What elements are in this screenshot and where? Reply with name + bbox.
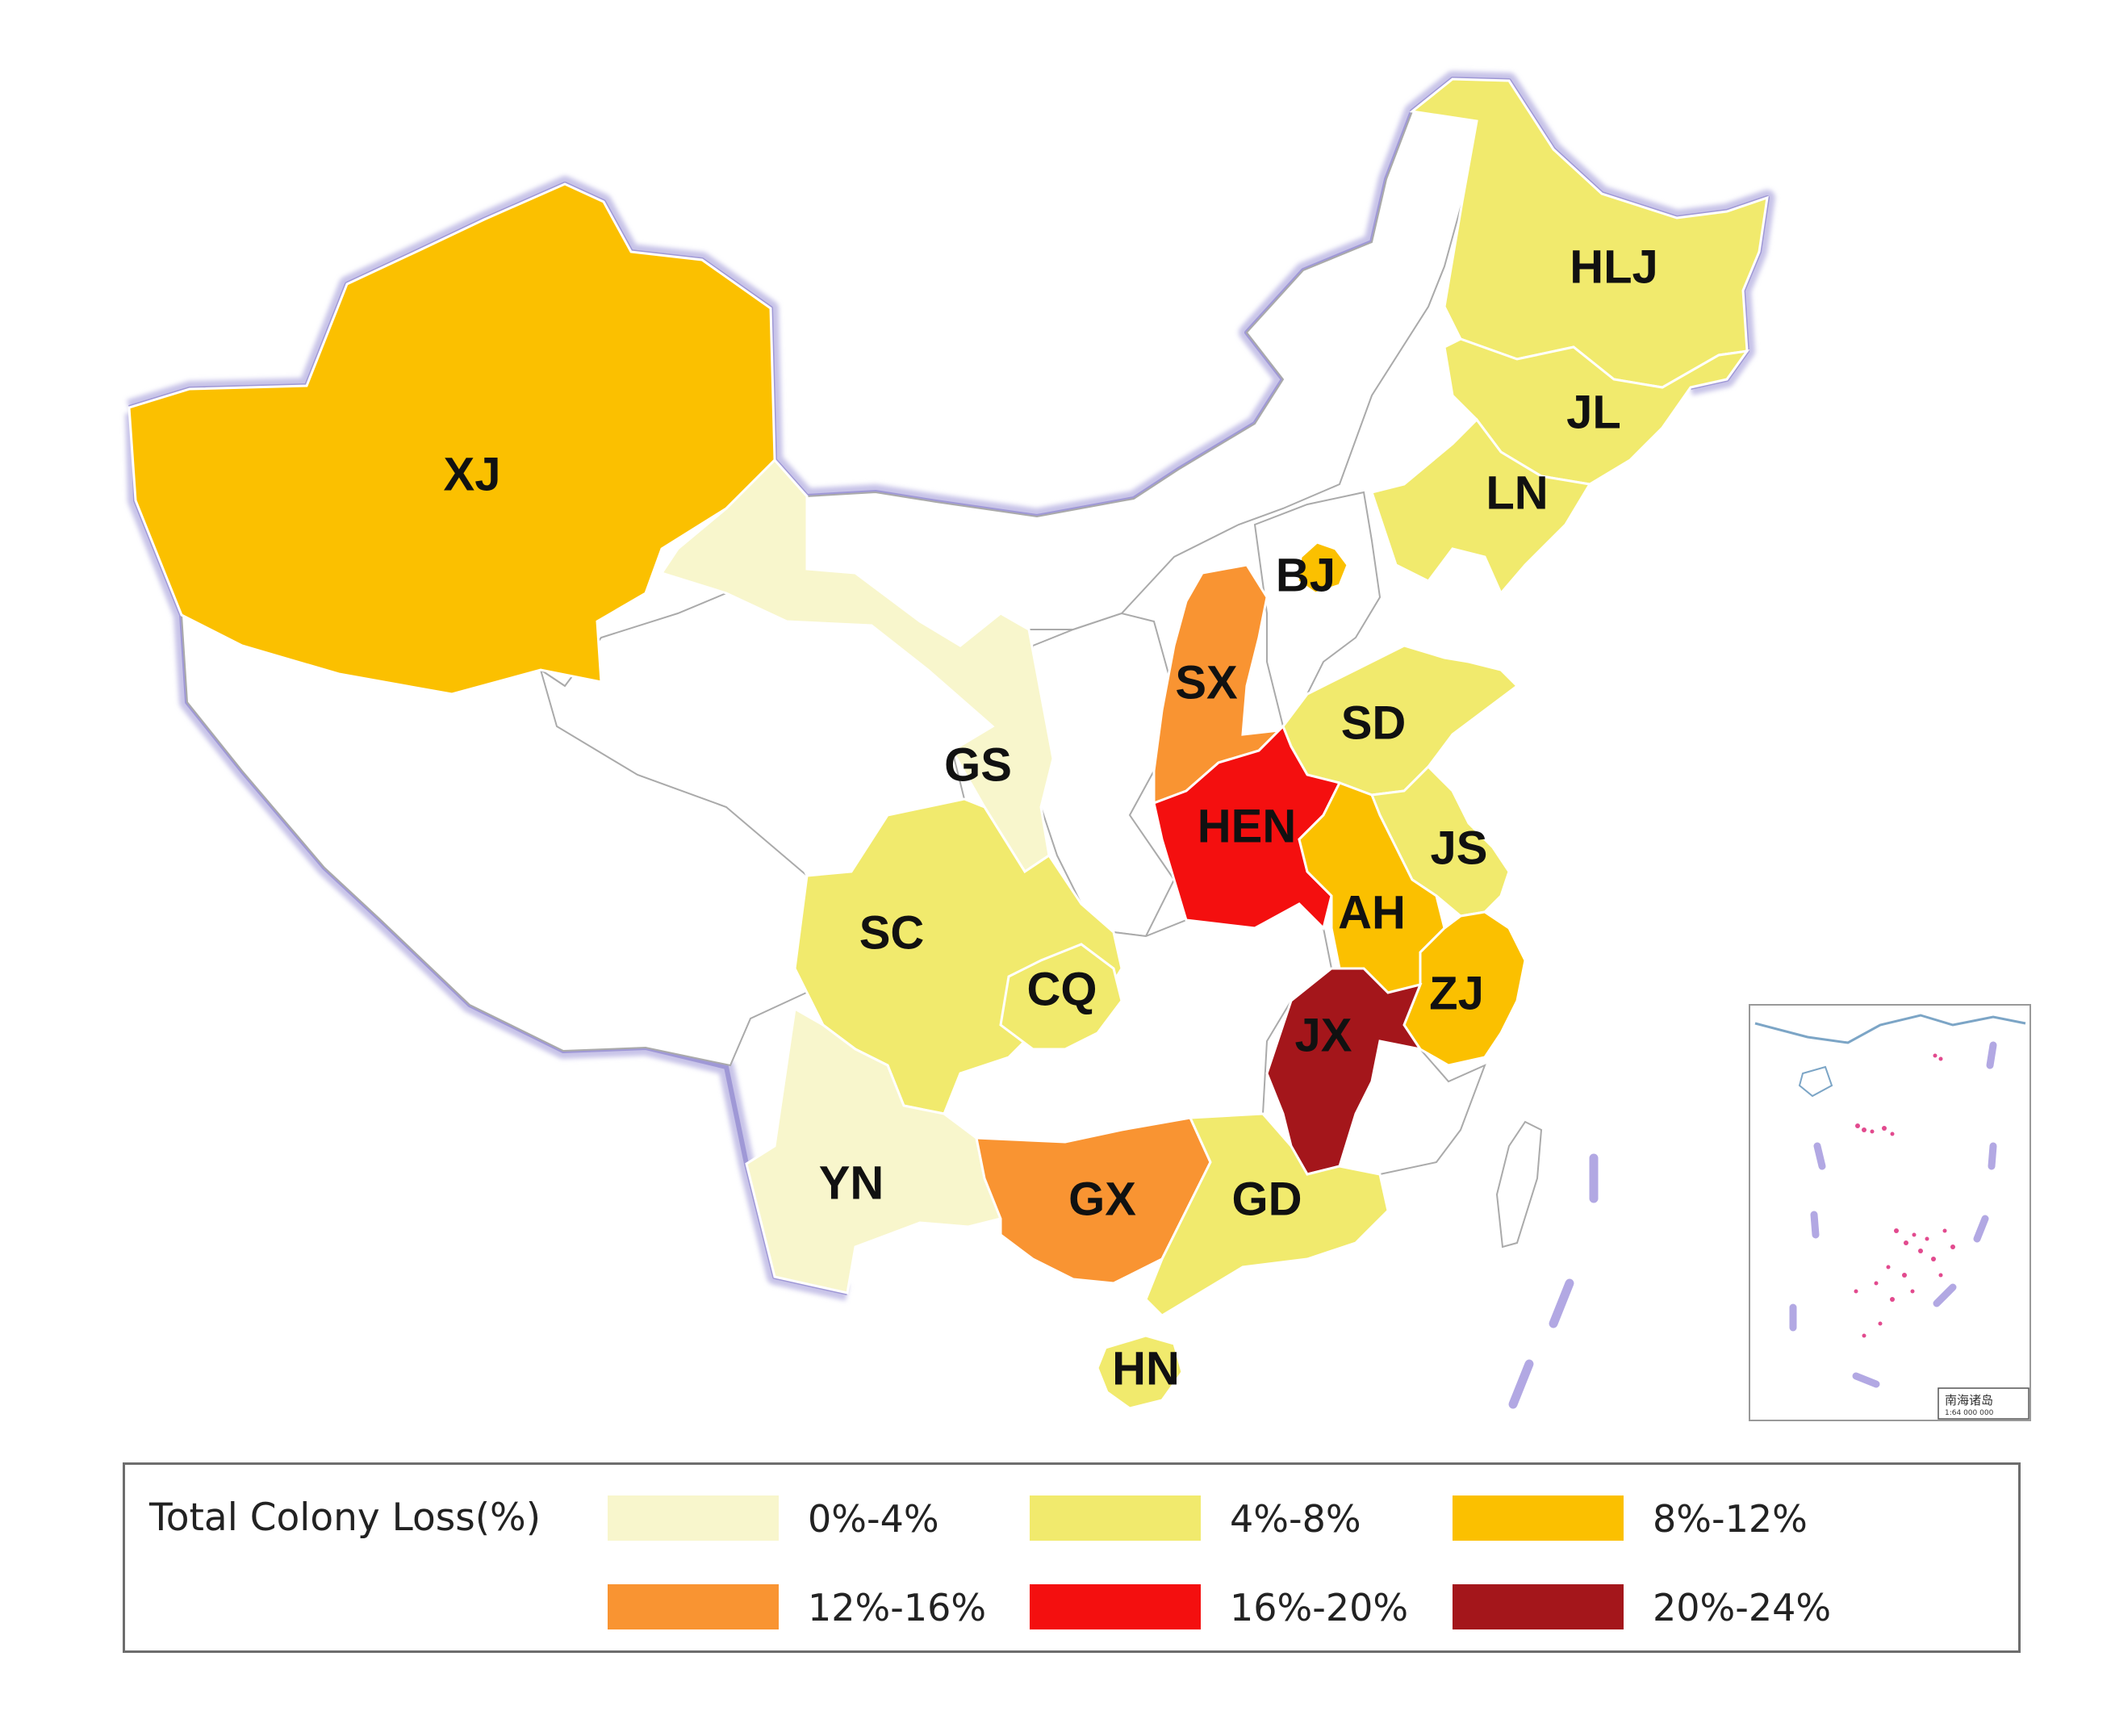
- china-map: 南海诸岛 1:64 000 000 XJ HLJ JL LN BJ SX SD GS HEN JS…: [125, 71, 2031, 1421]
- province-label-GX: GX: [1068, 1173, 1136, 1225]
- province-label-JX: JX: [1295, 1009, 1352, 1061]
- province-label-LN: LN: [1486, 466, 1548, 519]
- legend-title: Total Colony Loss(%): [149, 1495, 541, 1540]
- legend-swatch: [1453, 1495, 1624, 1541]
- legend-label: 0%-4%: [808, 1497, 939, 1541]
- legend-swatch: [1453, 1584, 1624, 1629]
- legend-swatch: [1030, 1584, 1201, 1629]
- province-label-CQ: CQ: [1027, 963, 1097, 1015]
- south-china-sea-inset: 南海诸岛 1:64 000 000: [1749, 1004, 2031, 1421]
- province-label-ZJ: ZJ: [1429, 967, 1484, 1019]
- province-area-CQ: [999, 943, 1123, 1051]
- province-label-JS: JS: [1431, 822, 1488, 874]
- inset-caption: 南海诸岛: [1945, 1393, 1993, 1408]
- province-area-GD: [1144, 1112, 1390, 1317]
- province-label-SX: SX: [1175, 656, 1238, 709]
- province-area-GX: [975, 1116, 1212, 1285]
- inset-scale: 1:64 000 000: [1945, 1409, 1994, 1417]
- province-label-SC: SC: [859, 906, 925, 959]
- province-label-AH: AH: [1338, 886, 1406, 939]
- province-label-GS: GS: [944, 738, 1012, 791]
- province-area-LN: [1370, 417, 1592, 596]
- legend-label: 8%-12%: [1653, 1497, 1808, 1541]
- legend-label: 4%-8%: [1230, 1497, 1361, 1541]
- maritime-boundary-dashes: [1508, 1153, 1599, 1409]
- province-label-YN: YN: [819, 1157, 884, 1209]
- legend-swatch: [608, 1584, 779, 1629]
- province-area-JX: [1265, 967, 1423, 1176]
- province-label-SD: SD: [1341, 696, 1407, 749]
- legend-swatch: [608, 1495, 779, 1541]
- province-label-XJ: XJ: [444, 448, 501, 500]
- province-label-JL: JL: [1566, 386, 1621, 438]
- province-area-HN: [1096, 1334, 1184, 1410]
- province-label-HEN: HEN: [1198, 800, 1296, 852]
- province-labels: XJ HLJ JL LN BJ SX SD GS HEN JS SC AH CQ ZJ JX YN GX GD HN: [444, 241, 1658, 1395]
- province-label-BJ: BJ: [1276, 549, 1336, 601]
- province-label-GD: GD: [1232, 1173, 1302, 1225]
- legend: Total Colony Loss(%) 0%-4% 4%-8% 8%-12% 12%…: [123, 1462, 2021, 1653]
- region-taiwan: [1495, 1120, 1543, 1249]
- region-hebei: [1253, 491, 1382, 729]
- legend-label: 12%-16%: [808, 1586, 987, 1629]
- legend-label: 20%-24%: [1653, 1586, 1832, 1629]
- province-label-HLJ: HLJ: [1570, 241, 1658, 293]
- legend-label: 16%-20%: [1230, 1586, 1409, 1629]
- legend-swatch: [1030, 1495, 1201, 1541]
- province-area-BJ: [1296, 541, 1349, 595]
- province-label-HN: HN: [1112, 1342, 1180, 1395]
